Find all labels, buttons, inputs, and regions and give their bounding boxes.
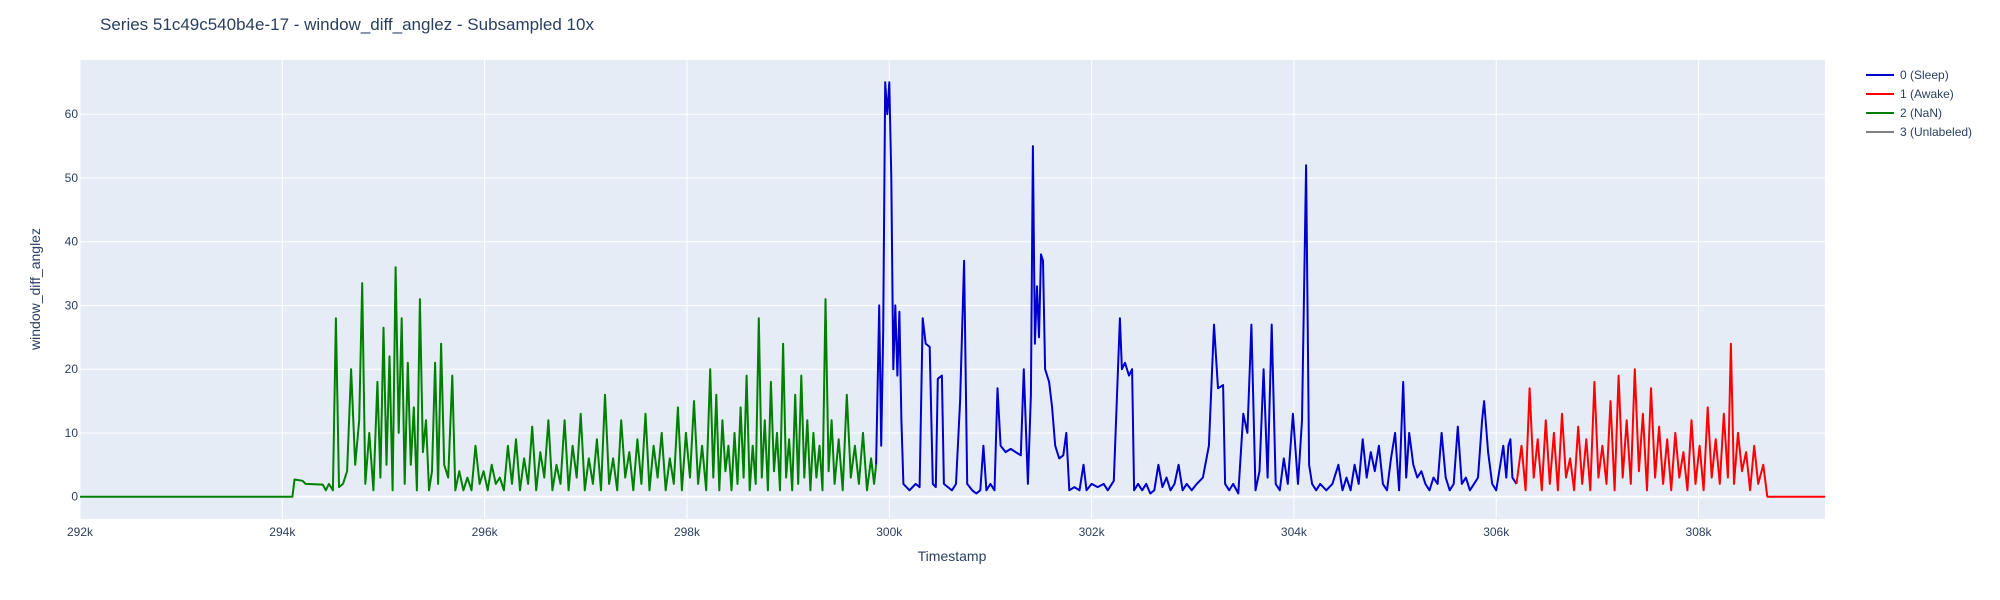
y-tick-label: 10 — [65, 426, 79, 440]
grid-lines — [79, 60, 1825, 519]
legend-item[interactable]: 2 (NaN) — [1866, 106, 1942, 120]
y-axis-title: window_diff_anglez — [27, 228, 43, 351]
legend[interactable]: 0 (Sleep) 1 (Awake) 2 (NaN) 3 (Unlabeled) — [1866, 68, 1972, 139]
x-tick-label: 304k — [1281, 525, 1308, 539]
x-tick-label: 306k — [1483, 525, 1510, 539]
y-tick-label: 0 — [71, 490, 78, 504]
series-lines — [80, 81, 1825, 498]
x-tick-label: 298k — [674, 525, 701, 539]
y-tick-label: 40 — [65, 235, 79, 249]
x-tick-label: 292k — [67, 525, 94, 539]
y-axis-ticks: 0 10 20 30 40 50 60 — [65, 107, 79, 504]
legend-item[interactable]: 3 (Unlabeled) — [1866, 125, 1972, 139]
x-tick-label: 296k — [472, 525, 499, 539]
series-line — [875, 81, 1518, 495]
y-tick-label: 20 — [65, 362, 79, 376]
legend-label: 1 (Awake) — [1900, 87, 1954, 101]
legend-label: 0 (Sleep) — [1900, 68, 1949, 82]
x-tick-label: 302k — [1079, 525, 1106, 539]
plot-area — [80, 60, 1825, 519]
legend-label: 2 (NaN) — [1900, 106, 1942, 120]
legend-label: 3 (Unlabeled) — [1900, 125, 1972, 139]
x-tick-label: 300k — [876, 525, 903, 539]
series-line — [1515, 342, 1825, 498]
y-tick-label: 60 — [65, 107, 79, 121]
legend-item[interactable]: 1 (Awake) — [1866, 87, 1954, 101]
legend-item[interactable]: 0 (Sleep) — [1866, 68, 1949, 82]
series-line — [80, 266, 878, 498]
chart-title: Series 51c49c540b4e-17 - window_diff_ang… — [100, 15, 594, 34]
x-tick-label: 294k — [269, 525, 296, 539]
x-tick-label: 308k — [1686, 525, 1713, 539]
y-tick-label: 30 — [65, 298, 79, 312]
x-axis-title: Timestamp — [918, 548, 987, 564]
y-tick-label: 50 — [65, 171, 79, 185]
x-axis-ticks: 292k 294k 296k 298k 300k 302k 304k 306k 308k — [67, 525, 1713, 539]
